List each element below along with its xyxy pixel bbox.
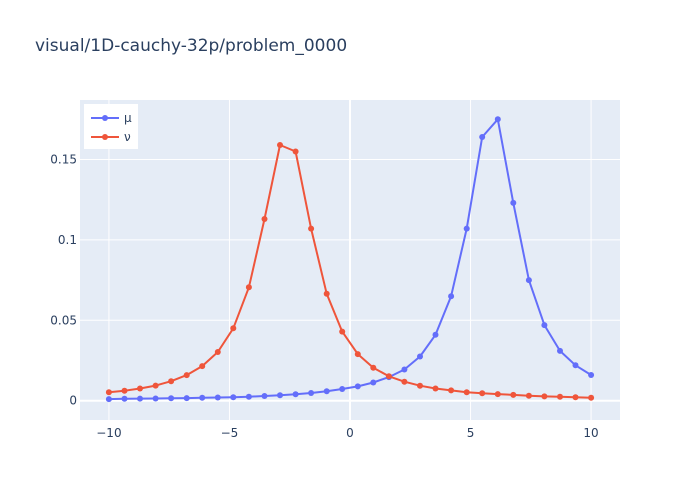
data-point[interactable] bbox=[183, 372, 190, 379]
data-point[interactable] bbox=[432, 331, 439, 338]
data-point[interactable] bbox=[572, 394, 579, 401]
data-point[interactable] bbox=[230, 394, 237, 401]
data-point[interactable] bbox=[105, 396, 112, 403]
data-point[interactable] bbox=[121, 395, 128, 402]
data-point[interactable] bbox=[245, 284, 252, 291]
data-point[interactable] bbox=[588, 394, 595, 401]
series-1 bbox=[105, 116, 595, 403]
x-tick-label: −5 bbox=[221, 426, 239, 440]
data-point[interactable] bbox=[214, 349, 221, 355]
data-point[interactable] bbox=[339, 328, 346, 335]
data-point[interactable] bbox=[292, 148, 299, 155]
legend-marker bbox=[102, 115, 108, 121]
data-point[interactable] bbox=[588, 372, 595, 378]
data-point[interactable] bbox=[277, 142, 283, 148]
data-point[interactable] bbox=[323, 290, 330, 297]
axis-ticks: −10 −5 0 5 10 0 0.05 0.1 0.15 bbox=[50, 152, 598, 440]
data-point[interactable] bbox=[525, 392, 532, 399]
data-point[interactable] bbox=[370, 379, 377, 386]
data-point[interactable] bbox=[199, 363, 206, 370]
data-point[interactable] bbox=[121, 387, 128, 394]
x-tick-label: 10 bbox=[583, 426, 598, 440]
legend-marker bbox=[102, 134, 108, 140]
legend-label: μ bbox=[124, 111, 132, 125]
data-point[interactable] bbox=[479, 390, 486, 397]
data-point[interactable] bbox=[105, 389, 112, 396]
y-tick-label: 0 bbox=[69, 394, 77, 408]
data-point[interactable] bbox=[168, 378, 175, 385]
data-point[interactable] bbox=[510, 199, 517, 206]
data-point[interactable] bbox=[214, 394, 221, 401]
data-point[interactable] bbox=[168, 395, 175, 402]
data-point[interactable] bbox=[354, 351, 361, 358]
legend-item[interactable]: ν bbox=[91, 130, 131, 144]
data-point[interactable] bbox=[277, 392, 283, 399]
data-point[interactable] bbox=[525, 277, 532, 284]
data-point[interactable] bbox=[261, 216, 268, 222]
data-point[interactable] bbox=[323, 388, 330, 395]
data-point[interactable] bbox=[292, 391, 299, 398]
y-tick-label: 0.1 bbox=[58, 233, 77, 247]
data-point[interactable] bbox=[308, 225, 315, 232]
data-point[interactable] bbox=[463, 225, 470, 232]
data-point[interactable] bbox=[230, 325, 237, 332]
y-tick-label: 0.05 bbox=[50, 313, 77, 327]
data-point[interactable] bbox=[152, 382, 159, 389]
data-point[interactable] bbox=[432, 385, 439, 392]
y-tick-label: 0.15 bbox=[50, 152, 77, 166]
data-point[interactable] bbox=[557, 347, 563, 354]
legend-label: ν bbox=[124, 130, 131, 144]
legend-item[interactable]: μ bbox=[91, 111, 132, 125]
series-2 bbox=[105, 142, 595, 401]
data-point[interactable] bbox=[541, 322, 548, 329]
x-tick-label: −10 bbox=[96, 426, 121, 440]
data-point[interactable] bbox=[479, 134, 486, 140]
data-point[interactable] bbox=[339, 386, 346, 392]
data-point[interactable] bbox=[385, 373, 392, 380]
x-tick-label: 0 bbox=[346, 426, 354, 440]
series-layer bbox=[105, 116, 595, 403]
data-point[interactable] bbox=[245, 393, 252, 400]
data-point[interactable] bbox=[401, 366, 408, 373]
data-point[interactable] bbox=[417, 353, 423, 360]
data-point[interactable] bbox=[448, 293, 455, 300]
data-point[interactable] bbox=[510, 391, 517, 398]
legend[interactable]: μν bbox=[84, 104, 138, 149]
data-point[interactable] bbox=[557, 393, 563, 400]
data-point[interactable] bbox=[137, 395, 143, 402]
data-point[interactable] bbox=[494, 391, 501, 398]
data-point[interactable] bbox=[572, 362, 579, 369]
data-point[interactable] bbox=[261, 393, 268, 399]
x-tick-label: 5 bbox=[467, 426, 475, 440]
data-point[interactable] bbox=[137, 385, 143, 392]
chart-title: visual/1D-cauchy-32p/problem_0000 bbox=[35, 36, 347, 56]
data-point[interactable] bbox=[417, 382, 423, 389]
data-point[interactable] bbox=[448, 387, 455, 394]
data-point[interactable] bbox=[308, 390, 315, 396]
data-point[interactable] bbox=[152, 395, 159, 402]
data-point[interactable] bbox=[401, 378, 408, 385]
data-point[interactable] bbox=[541, 393, 548, 400]
data-point[interactable] bbox=[183, 395, 190, 402]
data-point[interactable] bbox=[494, 116, 501, 123]
data-point[interactable] bbox=[463, 389, 470, 396]
data-point[interactable] bbox=[199, 394, 206, 401]
legend-box bbox=[84, 104, 138, 149]
data-point[interactable] bbox=[370, 364, 377, 371]
data-point[interactable] bbox=[354, 383, 361, 390]
